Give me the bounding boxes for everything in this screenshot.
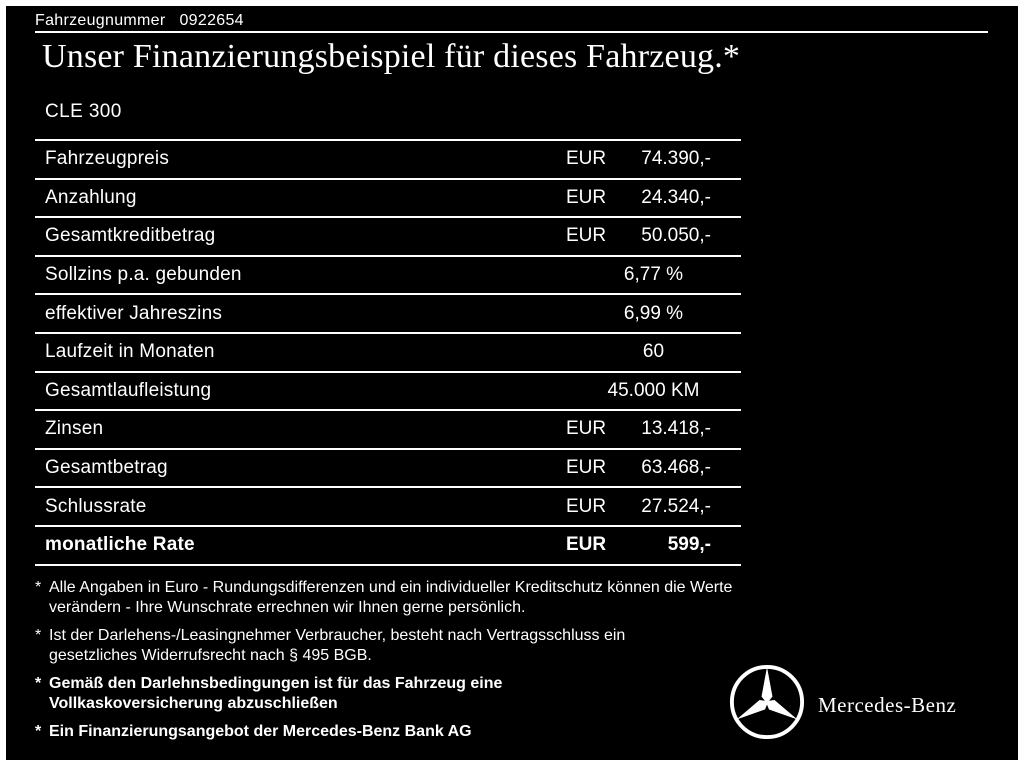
row-amount: 50.050,- bbox=[641, 225, 711, 247]
row-label: monatliche Rate bbox=[45, 534, 195, 556]
row-label: Sollzins p.a. gebunden bbox=[45, 264, 242, 286]
row-amount: 74.390,- bbox=[641, 148, 711, 170]
row-value: 6,77 % bbox=[566, 264, 741, 286]
row-value: EUR 27.524,- bbox=[566, 496, 741, 518]
row-value: EUR 74.390,- bbox=[566, 148, 741, 170]
table-row-gesamtlaufleistung: Gesamtlaufleistung 45.000 KM bbox=[35, 373, 741, 412]
row-amount: 599,- bbox=[667, 534, 711, 556]
footnote-text: Ein Finanzierungsangebot der Mercedes-Be… bbox=[49, 723, 472, 740]
row-label: Gesamtkreditbetrag bbox=[45, 225, 216, 247]
brand-wordmark: Mercedes-Benz bbox=[818, 693, 957, 717]
table-row-monatliche-rate: monatliche Rate EUR 599,- bbox=[35, 527, 741, 566]
row-label: Fahrzeugpreis bbox=[45, 148, 170, 170]
row-currency: EUR bbox=[566, 186, 607, 208]
vehicle-number-value: 0922654 bbox=[179, 12, 244, 29]
table-row-jahreszins: effektiver Jahreszins 6,99 % bbox=[35, 295, 741, 334]
table-row-fahrzeugpreis: Fahrzeugpreis EUR 74.390,- bbox=[35, 141, 741, 180]
mercedes-star-icon bbox=[729, 664, 805, 740]
footnote-marker: * bbox=[35, 723, 42, 740]
row-amount: 63.468,- bbox=[641, 457, 711, 479]
footnote-3: * Gemäß den Darlehnsbedingungen ist für … bbox=[35, 674, 755, 714]
row-label: effektiver Jahreszins bbox=[45, 302, 223, 324]
table-row-anzahlung: Anzahlung EUR 24.340,- bbox=[35, 180, 741, 219]
row-amount: 13.418,- bbox=[641, 418, 711, 440]
vehicle-number-label: Fahrzeugnummer bbox=[35, 12, 166, 29]
footnote-marker: * bbox=[35, 579, 42, 596]
footnote-1: * Alle Angaben in Euro - Rundungsdiffere… bbox=[35, 578, 755, 618]
row-amount: 27.524,- bbox=[641, 495, 711, 517]
table-row-schlussrate: Schlussrate EUR 27.524,- bbox=[35, 488, 741, 527]
row-currency: EUR bbox=[566, 225, 607, 247]
row-label: Zinsen bbox=[45, 418, 104, 440]
row-amount: 45.000 KM bbox=[607, 379, 700, 401]
row-value: EUR 13.418,- bbox=[566, 418, 741, 440]
footnote-2: * Ist der Darlehens-/Leasingnehmer Verbr… bbox=[35, 626, 755, 666]
footnote-4: * Ein Finanzierungsangebot der Mercedes-… bbox=[35, 722, 755, 742]
row-label: Gesamtlaufleistung bbox=[45, 379, 212, 401]
footnote-marker: * bbox=[35, 627, 42, 644]
financing-table: Fahrzeugpreis EUR 74.390,- Anzahlung EUR… bbox=[35, 139, 741, 566]
row-value: 60 bbox=[566, 341, 741, 363]
row-value: EUR 50.050,- bbox=[566, 225, 741, 247]
page-frame: Fahrzeugnummer 0922654 Unser Finanzierun… bbox=[6, 6, 1018, 760]
row-amount: 6,77 % bbox=[623, 264, 684, 286]
table-row-laufzeit: Laufzeit in Monaten 60 bbox=[35, 334, 741, 373]
row-amount: 60 bbox=[642, 341, 665, 363]
row-currency: EUR bbox=[566, 495, 607, 517]
table-row-gesamtbetrag: Gesamtbetrag EUR 63.468,- bbox=[35, 450, 741, 489]
row-value: EUR 24.340,- bbox=[566, 187, 741, 209]
row-label: Anzahlung bbox=[45, 186, 137, 208]
row-value: EUR 599,- bbox=[566, 534, 741, 556]
footnote-marker: * bbox=[35, 675, 42, 692]
model-name: CLE 300 bbox=[45, 101, 122, 122]
row-amount: 6,99 % bbox=[623, 302, 684, 324]
page-title: Unser Finanzierungsbeispiel für dieses F… bbox=[42, 38, 741, 75]
vehicle-number-line: Fahrzeugnummer 0922654 bbox=[35, 12, 244, 30]
table-row-sollzins: Sollzins p.a. gebunden 6,77 % bbox=[35, 257, 741, 296]
row-currency: EUR bbox=[566, 418, 607, 440]
footnotes: * Alle Angaben in Euro - Rundungsdiffere… bbox=[35, 578, 755, 750]
row-currency: EUR bbox=[566, 534, 607, 556]
table-row-gesamtkreditbetrag: Gesamtkreditbetrag EUR 50.050,- bbox=[35, 218, 741, 257]
footnote-text: Gemäß den Darlehnsbedingungen ist für da… bbox=[49, 675, 503, 712]
row-currency: EUR bbox=[566, 148, 607, 170]
row-value: EUR 63.468,- bbox=[566, 457, 741, 479]
row-label: Gesamtbetrag bbox=[45, 457, 168, 479]
footnote-text: Alle Angaben in Euro - Rundungsdifferenz… bbox=[49, 579, 733, 616]
header-divider bbox=[35, 31, 988, 33]
row-label: Laufzeit in Monaten bbox=[45, 341, 215, 363]
row-label: Schlussrate bbox=[45, 495, 147, 517]
row-currency: EUR bbox=[566, 457, 607, 479]
row-value: 45.000 KM bbox=[566, 380, 741, 402]
row-amount: 24.340,- bbox=[641, 186, 711, 208]
table-row-zinsen: Zinsen EUR 13.418,- bbox=[35, 411, 741, 450]
footnote-text: Ist der Darlehens-/Leasingnehmer Verbrau… bbox=[49, 627, 626, 664]
row-value: 6,99 % bbox=[566, 303, 741, 325]
